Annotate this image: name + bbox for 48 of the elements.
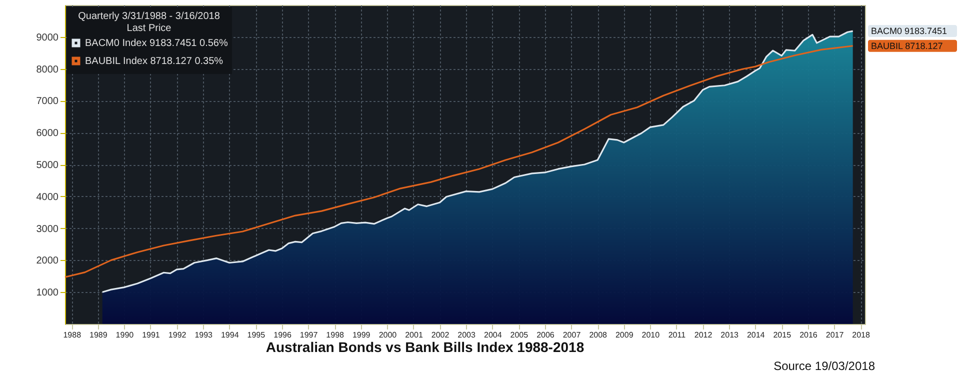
text: BACM0 9183.7451	[871, 26, 948, 36]
x-tick-label: 2002	[431, 330, 450, 340]
x-tick-label: 2010	[642, 330, 660, 340]
x-tick-label: 2016	[800, 330, 818, 340]
x-tick-label: 1988	[63, 330, 82, 340]
x-tick-label: 1989	[90, 330, 108, 340]
x-tick-label: 2001	[405, 330, 424, 340]
x-tick-label: 2000	[378, 330, 398, 340]
y-tick-label: 5000	[36, 160, 59, 171]
x-tick-label: 2015	[773, 330, 792, 340]
x-tick-label: 1991	[142, 330, 160, 340]
legend-title: Quarterly 3/31/1988 - 3/16/2018 Last Price	[78, 11, 220, 34]
x-tick-label: 2014	[746, 330, 766, 340]
x-tick-label: 1998	[326, 330, 345, 340]
y-tick-label: 4000	[36, 192, 59, 203]
x-tick-label: 2004	[484, 330, 502, 340]
legend-label: BAUBIL Index 8718.127 0.35%	[85, 56, 224, 67]
y-tick-label: 2000	[36, 256, 59, 267]
text: Australian Bonds vs Bank Bills Index 1988-2018	[266, 339, 584, 355]
x-tick-label: 1997	[300, 330, 318, 340]
x-tick-label: 2013	[720, 330, 740, 340]
source-note: Source 19/03/2018	[774, 359, 876, 373]
y-tick-label: 6000	[36, 128, 59, 140]
x-tick-label: 2007	[562, 330, 582, 340]
y-tick-label: 7000	[36, 96, 59, 108]
y-tick-label: 3000	[36, 224, 59, 235]
y-tick-label: 8000	[36, 64, 59, 76]
x-tick-label: 2018	[852, 330, 870, 340]
x-tick-label: 1999	[352, 330, 371, 340]
line-series	[64, 45, 854, 278]
x-tick-label: 1996	[274, 330, 292, 340]
x-tick-label: 2005	[510, 330, 529, 340]
legend-label: BACM0 Index 9183.7451 0.56%	[85, 38, 228, 49]
x-tick-label: 1995	[247, 330, 266, 340]
x-tick-label: 1994	[220, 330, 240, 340]
x-tick-label: 2006	[536, 330, 555, 340]
x-tick-label: 2008	[589, 330, 608, 340]
x-tick-label: 2003	[458, 330, 476, 340]
text: BAUBIL 8718.127	[871, 40, 943, 51]
x-tick-label: 2012	[694, 330, 713, 340]
y-tick-label: 9000	[36, 32, 59, 44]
x-tick-label: 1993	[194, 330, 214, 340]
x-tick-label: 1990	[116, 330, 134, 340]
x-tick-label: 1992	[168, 330, 187, 340]
x-tick-label: 2011	[668, 330, 686, 340]
x-tick-label: 2009	[615, 330, 634, 340]
y-tick-label: 1000	[36, 288, 59, 299]
x-tick-label: 2017	[826, 330, 844, 340]
